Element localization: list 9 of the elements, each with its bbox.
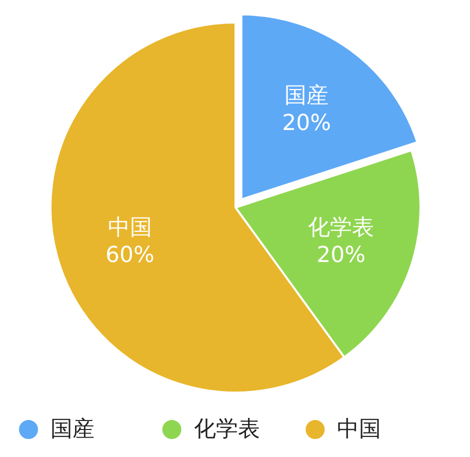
data-label: 20% [282, 110, 332, 136]
legend-label: 国産 [50, 417, 94, 442]
legend-label: 化学表 [194, 417, 260, 442]
data-label: 60% [105, 243, 154, 268]
slice-label: 国産 [284, 83, 329, 108]
slice-label: 化学表 [308, 216, 374, 241]
legend-label: 中国 [337, 417, 382, 442]
data-label: 20% [316, 243, 366, 268]
slice-label: 中国 [108, 216, 152, 241]
